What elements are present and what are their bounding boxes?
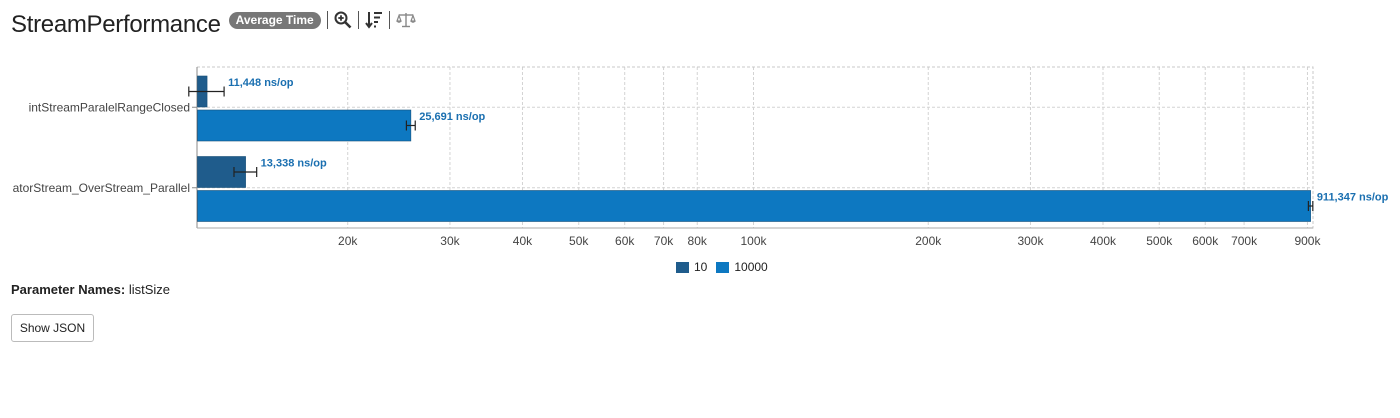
chart-legend: 10 10000 [676,260,777,274]
x-tick-label: 30k [440,234,460,248]
zoom-tool[interactable] [326,11,352,29]
chart-header: StreamPerformance Average Time [11,8,416,42]
bar-chart: 20k 30k 40k 50k 60k 70k 80k 100k 200k 300k 400k 500… [13,66,1389,248]
legend-label: 10 [694,260,708,274]
x-tick-label: 20k [338,234,358,248]
show-json-button[interactable]: Show JSON [11,314,94,342]
legend-item-series-10[interactable]: 10 [676,260,707,274]
x-tick-label: 900k [1294,234,1321,248]
data-label: 25,691 ns/op [419,111,485,123]
data-label: 11,448 ns/op [228,77,294,89]
x-tick-label: 200k [915,234,942,248]
x-tick-label: 400k [1090,234,1117,248]
toolbar-divider [357,11,359,29]
toolbar-divider [326,11,328,29]
page-title: StreamPerformance [11,11,221,38]
x-tick-label: 100k [740,234,767,248]
mode-badge: Average Time [228,11,321,29]
x-tick-label: 80k [688,234,708,248]
sort-icon[interactable] [364,11,383,29]
parameter-names: Parameter Names: listSize [11,282,170,297]
scale-balance-icon[interactable] [395,12,416,28]
y-category-label: atorStream_OverStream_Parallel [13,181,190,195]
legend-label: 10000 [734,260,768,274]
x-tick-label: 50k [569,234,589,248]
bar-series-10000 [197,190,1311,222]
parameter-names-label: Parameter Names: [11,282,126,297]
bar-series-10 [197,156,246,188]
y-category-label: intStreamParalelRangeClosed [29,100,190,114]
legend-item-series-10000[interactable]: 10000 [716,260,768,274]
data-label: 911,347 ns/op [1317,192,1389,204]
legend-swatch-series-10 [676,261,689,273]
x-tick-label: 500k [1146,234,1173,248]
toolbar-divider [388,11,390,29]
parameter-names-value: listSize [128,282,170,297]
bar-series-10000 [197,109,412,142]
x-tick-label: 40k [513,234,533,248]
x-tick-label: 70k [654,234,674,248]
legend-swatch-series-10000 [716,261,730,273]
x-tick-label: 60k [615,234,635,248]
zoom-icon[interactable] [334,11,352,29]
compare-tool[interactable] [388,11,416,29]
x-tick-label: 600k [1192,234,1219,248]
data-label: 13,338 ns/op [261,158,327,170]
x-tick-label: 700k [1231,234,1258,248]
sort-tool[interactable] [357,11,383,29]
x-tick-label: 300k [1017,234,1044,248]
